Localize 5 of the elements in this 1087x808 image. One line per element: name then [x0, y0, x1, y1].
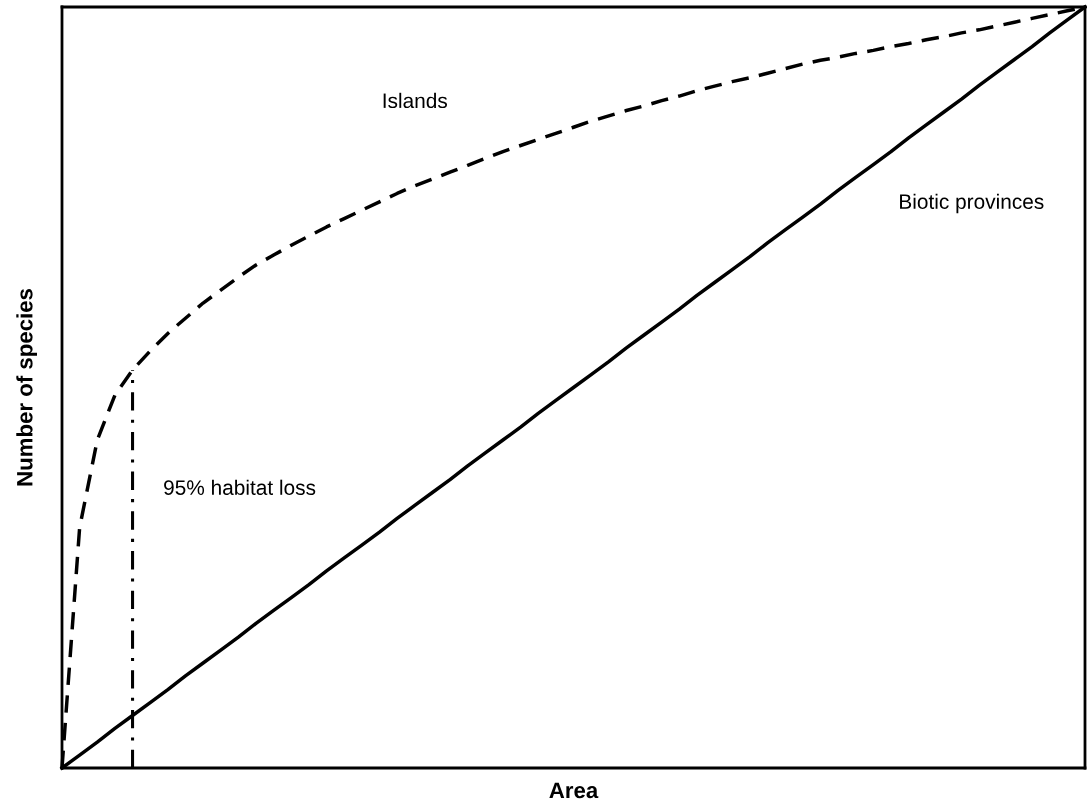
series-label: Biotic provinces [900, 193, 1044, 214]
y-axis-title: Number of species [16, 288, 37, 486]
annotation: 95% habitat loss [164, 479, 316, 495]
x-axis-title: Area [549, 782, 599, 799]
text: Islands [383, 92, 448, 109]
